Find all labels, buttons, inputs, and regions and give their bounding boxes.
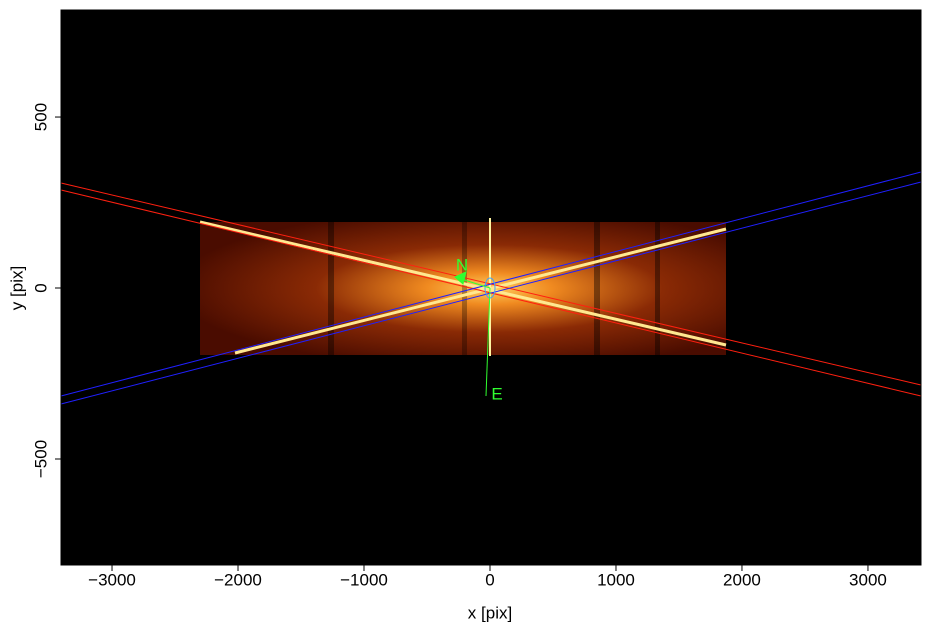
plot-frame (60, 9, 922, 566)
x-tick-label: 3000 (849, 570, 887, 589)
x-tick-label: −3000 (88, 570, 136, 589)
x-tick-label: −1000 (340, 570, 388, 589)
image (61, 10, 921, 565)
compass (454, 271, 491, 397)
x-tick-label: 2000 (723, 570, 761, 589)
y-tick-label: 0 (31, 283, 50, 292)
y-tick-label: 500 (31, 103, 50, 131)
y-axis-title: y [pix] (7, 266, 26, 310)
y-tick-label: −500 (31, 440, 50, 478)
x-axis-title: x [pix] (468, 603, 512, 622)
x-tick-label: 0 (485, 570, 494, 589)
x-tick-label: −2000 (214, 570, 262, 589)
region-lines (60, 171, 922, 405)
compass-east: E (491, 384, 502, 403)
compass-north: N (456, 255, 468, 274)
x-tick-label: 1000 (597, 570, 635, 589)
